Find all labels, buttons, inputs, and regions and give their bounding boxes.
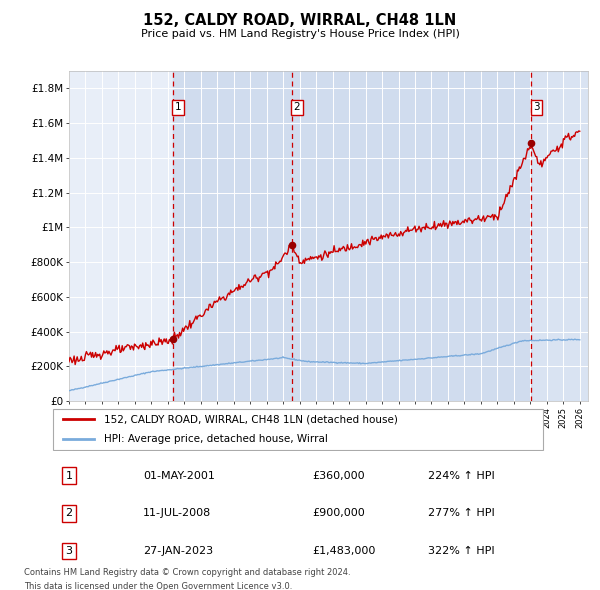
- FancyBboxPatch shape: [53, 409, 543, 451]
- Text: 3: 3: [533, 102, 540, 112]
- Text: 2: 2: [293, 102, 300, 112]
- Text: This data is licensed under the Open Government Licence v3.0.: This data is licensed under the Open Gov…: [24, 582, 292, 590]
- Text: 1: 1: [175, 102, 182, 112]
- Text: Contains HM Land Registry data © Crown copyright and database right 2024.: Contains HM Land Registry data © Crown c…: [24, 568, 350, 577]
- Bar: [292, 71, 532, 401]
- Text: 277% ↑ HPI: 277% ↑ HPI: [428, 509, 495, 518]
- Bar: [173, 71, 292, 401]
- Text: 2: 2: [65, 509, 73, 518]
- Text: £900,000: £900,000: [312, 509, 365, 518]
- Text: HPI: Average price, detached house, Wirral: HPI: Average price, detached house, Wirr…: [104, 434, 328, 444]
- Text: 152, CALDY ROAD, WIRRAL, CH48 1LN (detached house): 152, CALDY ROAD, WIRRAL, CH48 1LN (detac…: [104, 415, 398, 424]
- Bar: [532, 71, 588, 401]
- Text: £360,000: £360,000: [312, 471, 365, 480]
- Text: Price paid vs. HM Land Registry's House Price Index (HPI): Price paid vs. HM Land Registry's House …: [140, 30, 460, 39]
- Text: 152, CALDY ROAD, WIRRAL, CH48 1LN: 152, CALDY ROAD, WIRRAL, CH48 1LN: [143, 13, 457, 28]
- Text: 11-JUL-2008: 11-JUL-2008: [143, 509, 211, 518]
- Text: £1,483,000: £1,483,000: [312, 546, 376, 556]
- Text: 1: 1: [65, 471, 73, 480]
- Text: 224% ↑ HPI: 224% ↑ HPI: [428, 471, 495, 480]
- Text: 3: 3: [65, 546, 73, 556]
- Text: 27-JAN-2023: 27-JAN-2023: [143, 546, 213, 556]
- Text: 01-MAY-2001: 01-MAY-2001: [143, 471, 215, 480]
- Text: 322% ↑ HPI: 322% ↑ HPI: [428, 546, 495, 556]
